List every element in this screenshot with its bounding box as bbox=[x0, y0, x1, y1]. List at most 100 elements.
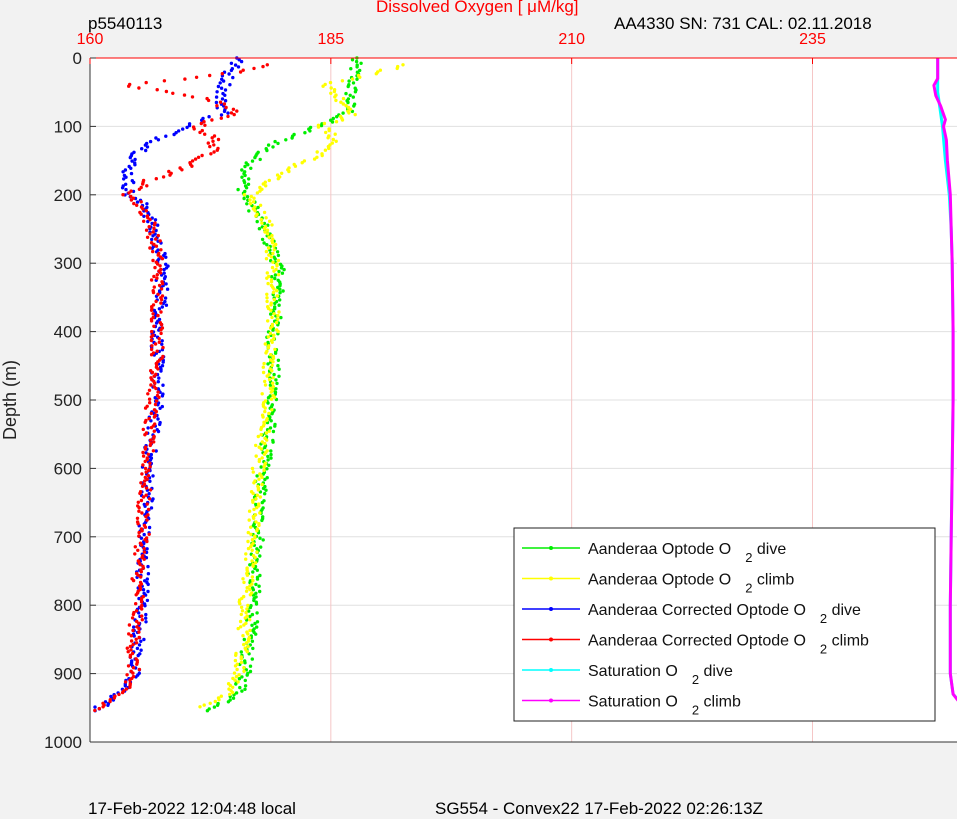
data-point bbox=[248, 198, 252, 202]
data-point bbox=[266, 335, 270, 339]
data-point bbox=[131, 666, 136, 670]
data-point bbox=[136, 500, 140, 504]
data-point bbox=[279, 266, 284, 270]
data-point bbox=[246, 546, 251, 551]
data-point bbox=[250, 639, 255, 643]
y-tick-label: 600 bbox=[54, 459, 82, 478]
data-point bbox=[200, 153, 204, 158]
data-point bbox=[340, 79, 345, 83]
data-point bbox=[252, 481, 256, 485]
data-point bbox=[273, 257, 277, 261]
data-point bbox=[239, 605, 244, 609]
data-point bbox=[149, 241, 154, 245]
data-point bbox=[239, 660, 244, 665]
data-point bbox=[256, 488, 261, 492]
data-point bbox=[270, 241, 275, 245]
data-point bbox=[143, 433, 147, 437]
data-point bbox=[355, 65, 359, 69]
data-point bbox=[250, 623, 254, 627]
data-point bbox=[249, 525, 253, 529]
data-point bbox=[137, 643, 142, 647]
data-point bbox=[247, 177, 251, 181]
data-point bbox=[271, 145, 275, 149]
data-point bbox=[199, 121, 203, 126]
data-point bbox=[262, 361, 266, 366]
data-point bbox=[351, 81, 356, 85]
data-point bbox=[246, 632, 250, 636]
data-point bbox=[120, 690, 125, 695]
data-point bbox=[269, 419, 273, 423]
data-point bbox=[244, 641, 249, 645]
data-point bbox=[260, 392, 264, 396]
data-point bbox=[145, 477, 149, 481]
data-point bbox=[341, 96, 346, 101]
data-point bbox=[248, 618, 252, 622]
data-point bbox=[240, 175, 244, 179]
data-point bbox=[378, 68, 383, 72]
data-point bbox=[272, 244, 276, 248]
data-point bbox=[257, 523, 261, 528]
data-point bbox=[147, 468, 151, 472]
data-point bbox=[239, 59, 244, 64]
data-point bbox=[265, 467, 269, 471]
data-point bbox=[134, 641, 139, 645]
data-point bbox=[350, 58, 355, 62]
data-point bbox=[157, 340, 161, 344]
data-point bbox=[157, 283, 162, 288]
data-point bbox=[157, 307, 162, 311]
data-point bbox=[270, 233, 274, 238]
data-point bbox=[353, 90, 358, 94]
data-point bbox=[244, 557, 248, 561]
data-point bbox=[164, 266, 169, 270]
data-point bbox=[324, 130, 328, 135]
y-tick-label: 300 bbox=[54, 254, 82, 273]
data-point bbox=[248, 201, 253, 206]
data-point bbox=[147, 225, 151, 229]
data-point bbox=[236, 65, 241, 69]
data-point bbox=[127, 623, 132, 627]
data-point bbox=[112, 696, 117, 700]
data-point bbox=[268, 383, 273, 387]
data-point bbox=[232, 671, 237, 675]
data-point bbox=[276, 329, 280, 334]
data-point bbox=[271, 381, 275, 385]
data-point bbox=[271, 360, 275, 364]
data-point bbox=[273, 273, 278, 277]
data-point bbox=[253, 536, 257, 540]
data-point bbox=[162, 276, 167, 281]
data-point bbox=[234, 691, 239, 695]
data-point bbox=[227, 72, 231, 76]
y-tick-label: 1000 bbox=[44, 733, 82, 752]
data-point bbox=[93, 705, 97, 709]
data-point bbox=[190, 164, 194, 168]
data-point bbox=[164, 89, 169, 94]
data-point bbox=[142, 214, 146, 218]
y-tick-label: 900 bbox=[54, 665, 82, 684]
data-point bbox=[272, 333, 276, 337]
data-point bbox=[140, 147, 144, 151]
data-point bbox=[259, 465, 263, 469]
data-point bbox=[284, 138, 288, 142]
data-point bbox=[153, 265, 157, 270]
data-point bbox=[140, 614, 144, 618]
data-point bbox=[266, 246, 271, 250]
data-point bbox=[265, 292, 269, 296]
data-point bbox=[252, 516, 256, 520]
data-point bbox=[144, 209, 148, 213]
data-point bbox=[240, 168, 244, 172]
data-point bbox=[223, 93, 227, 98]
data-point bbox=[120, 186, 125, 190]
data-point bbox=[122, 177, 126, 181]
data-point bbox=[329, 91, 333, 96]
data-point bbox=[272, 269, 276, 273]
data-point bbox=[241, 68, 245, 72]
data-point bbox=[271, 328, 275, 332]
legend-marker bbox=[549, 576, 553, 581]
data-point bbox=[161, 360, 165, 364]
y-tick-label: 500 bbox=[54, 391, 82, 410]
data-point bbox=[161, 175, 166, 179]
data-point bbox=[242, 637, 246, 642]
data-point bbox=[334, 98, 338, 103]
data-point bbox=[264, 184, 268, 188]
data-point bbox=[268, 331, 273, 336]
